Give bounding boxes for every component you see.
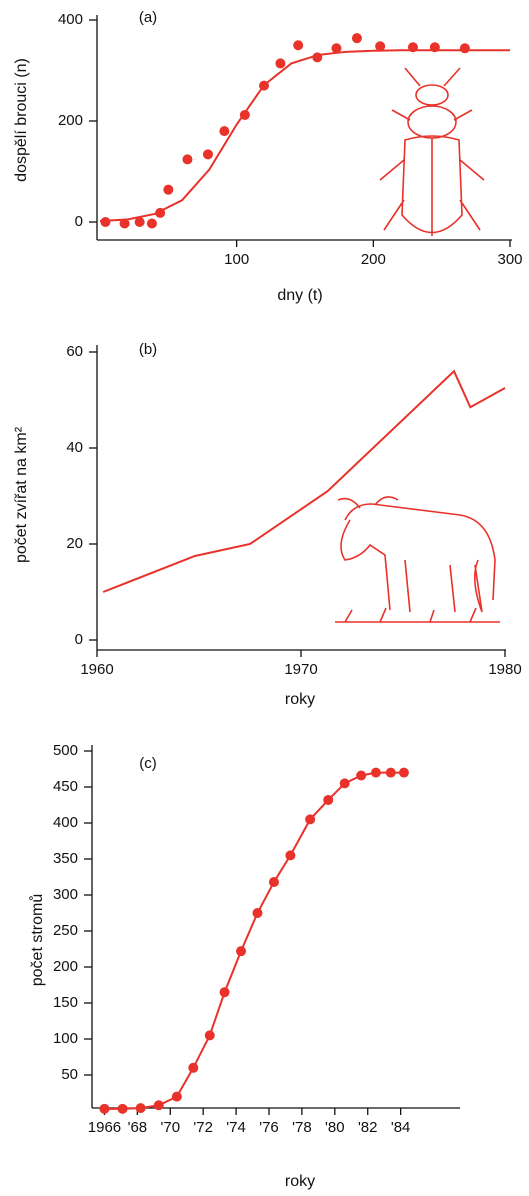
x-tick-label: 100 [224,251,249,268]
data-point [188,1062,199,1073]
y-tick-label: 250 [53,922,78,939]
x-axis-title: roky [285,1173,315,1190]
data-point [134,217,145,227]
data-point [171,1091,182,1102]
panel-label: (c) [139,755,157,772]
y-tick-label: 0 [75,213,83,230]
y-tick-label: 150 [53,994,78,1011]
data-point [163,184,174,195]
data-line [104,771,404,1110]
data-point [385,767,396,778]
y-tick-label: 350 [53,850,78,867]
y-tick-label: 400 [53,814,78,831]
x-tick-label: '72 [193,1119,213,1136]
data-point [356,770,367,781]
x-tick-label: 1970 [284,661,317,678]
data-line [102,369,506,593]
data-point [305,814,316,825]
x-tick-label: '84 [391,1119,411,1136]
data-point [375,41,386,52]
y-tick-label: 50 [61,1066,78,1083]
x-tick-label: '68 [128,1119,148,1136]
data-point [252,908,263,918]
data-point [202,149,213,160]
x-tick-label: '74 [226,1119,246,1136]
x-tick-label: 1960 [80,661,113,678]
data-line [99,49,510,222]
x-tick-label: '82 [358,1119,378,1136]
data-point [236,946,247,957]
x-tick-label: 1980 [488,661,521,678]
data-point [135,1103,146,1114]
data-point [100,217,111,227]
x-tick-label: 300 [497,251,522,268]
x-axis-title: roky [285,691,315,708]
x-tick-label: '78 [292,1119,312,1136]
y-tick-label: 20 [66,535,83,552]
panel-label: (a) [139,9,157,26]
y-tick-label: 100 [53,1030,78,1047]
data-point [99,1103,110,1114]
x-tick-label: '80 [325,1119,345,1136]
data-point [146,218,157,229]
y-axis-title: počet stromů [28,894,46,986]
data-point [182,154,193,165]
y-tick-label: 300 [53,886,78,903]
x-tick-label: '70 [160,1119,180,1136]
beetle-drawing [379,67,485,236]
data-point [398,767,409,778]
data-point [204,1030,215,1041]
data-point [370,767,381,778]
data-point [285,850,296,861]
x-tick-label: 200 [361,251,386,268]
data-point [339,778,350,789]
y-tick-label: 450 [53,778,78,795]
y-tick-label: 40 [66,439,83,456]
y-tick-label: 500 [53,742,78,759]
data-point [331,43,342,54]
data-point [268,877,279,888]
y-tick-label: 200 [53,958,78,975]
y-axis-title: počet zvířat na km² [13,426,30,563]
data-point [119,218,130,229]
data-point [117,1103,128,1114]
y-tick-label: 400 [58,11,83,28]
wildebeest-drawing [335,496,500,623]
data-point [153,1100,164,1111]
data-point [219,126,230,137]
data-point [293,40,304,51]
data-point [219,987,230,998]
panel-label: (b) [139,341,157,358]
x-axis-title: dny (t) [277,287,322,304]
data-point [459,43,470,54]
data-point [351,33,362,44]
data-point [323,794,334,805]
x-tick-label: 1966 [88,1119,121,1136]
y-tick-label: 60 [66,343,83,360]
x-tick-label: '76 [259,1119,279,1136]
data-point [275,58,286,69]
y-tick-label: 200 [58,112,83,129]
y-tick-label: 0 [75,631,83,648]
y-axis-title: dospělí brouci (n) [13,58,30,182]
